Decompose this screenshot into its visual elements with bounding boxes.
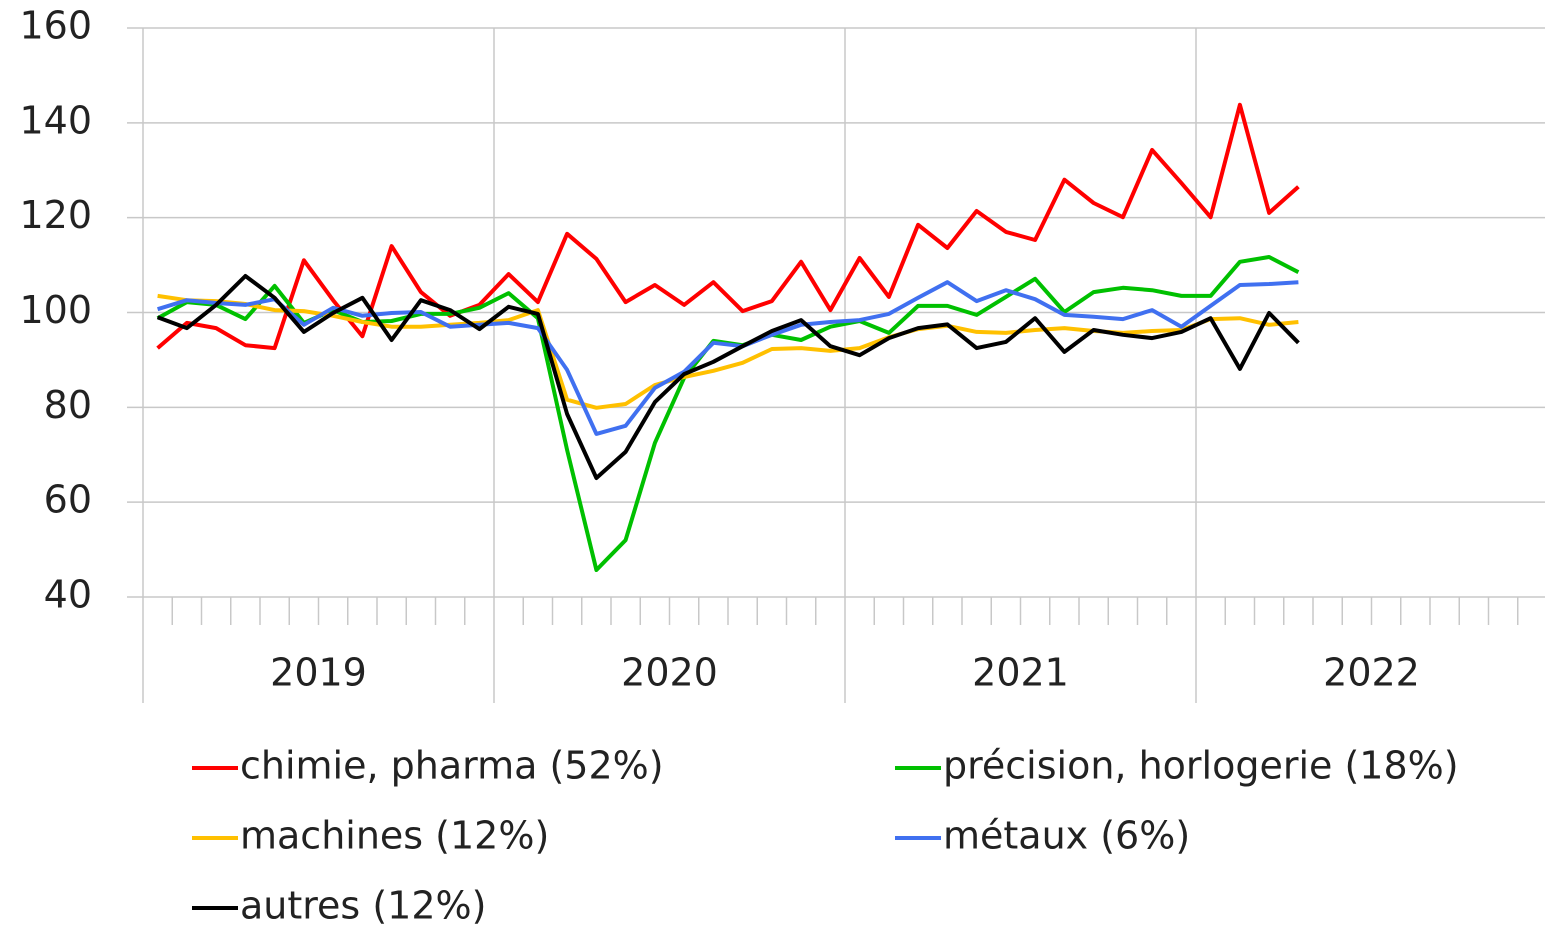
legend-label: précision, horlogerie (18%): [943, 744, 1459, 788]
y-tick-label: 120: [19, 193, 92, 237]
y-tick-label: 140: [19, 98, 92, 142]
legend-label: machines (12%): [240, 814, 549, 858]
series-line: [157, 280, 1299, 436]
y-tick-label: 60: [44, 478, 92, 522]
y-tick-label: 40: [44, 573, 92, 617]
y-tick-label: 80: [44, 383, 92, 427]
x-tick-label: 2020: [621, 651, 718, 695]
x-tick-label: 2022: [1323, 651, 1420, 695]
y-tick-label: 160: [19, 4, 92, 48]
legend-label: métaux (6%): [943, 814, 1190, 858]
legend-label: chimie, pharma (52%): [240, 744, 664, 788]
series-line: [156, 255, 1300, 572]
x-tick-label: 2019: [270, 651, 367, 695]
y-tick-label: 100: [19, 288, 92, 332]
legend-label: autres (12%): [240, 884, 486, 928]
x-tick-label: 2021: [972, 651, 1069, 695]
series-line: [156, 274, 1300, 480]
